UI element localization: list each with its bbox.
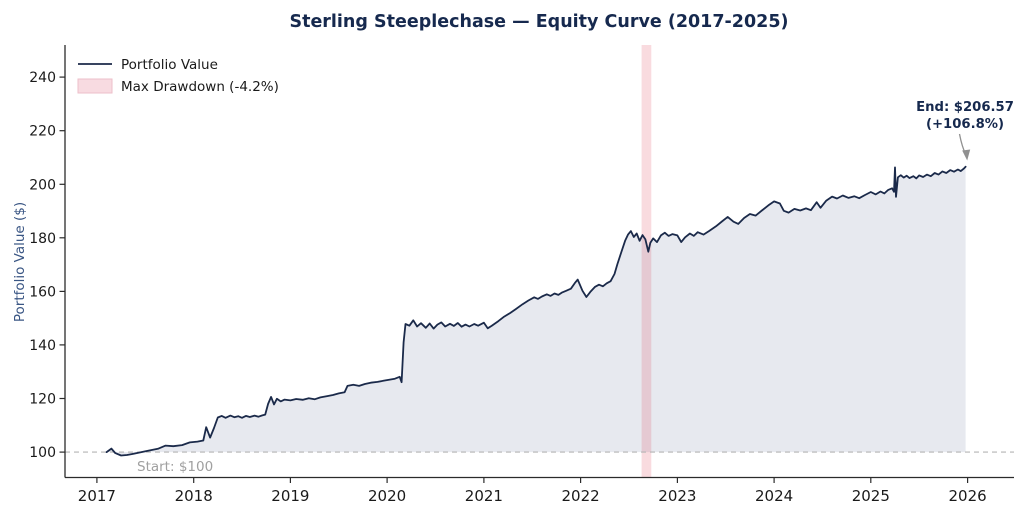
end-annotation: End: $206.57 (+106.8%) xyxy=(916,100,1014,161)
y-tick-label: 220 xyxy=(29,124,56,140)
max-drawdown-band xyxy=(641,45,652,478)
end-annotation-value: End: $206.57 xyxy=(916,100,1014,115)
x-tick-label: 2021 xyxy=(465,487,503,505)
x-tick-label: 2020 xyxy=(368,487,406,505)
annotation-arrowhead xyxy=(962,149,971,161)
x-tick-label: 2026 xyxy=(949,487,987,505)
end-annotation-return: (+106.8%) xyxy=(926,117,1004,132)
x-tick-label: 2017 xyxy=(78,487,116,505)
x-tick-label: 2019 xyxy=(271,487,309,505)
start-value-label: Start: $100 xyxy=(137,459,213,475)
legend-label-drawdown: Max Drawdown (-4.2%) xyxy=(121,79,279,95)
y-tick-label: 200 xyxy=(29,177,56,193)
x-tick-label: 2023 xyxy=(658,487,696,505)
x-tick-label: 2024 xyxy=(755,487,793,505)
y-tick-label: 120 xyxy=(29,392,56,408)
y-tick-label: 160 xyxy=(29,284,56,300)
y-axis-label: Portfolio Value ($) xyxy=(12,202,28,322)
chart-title: Sterling Steeplechase — Equity Curve (20… xyxy=(289,12,788,32)
legend: Portfolio Value Max Drawdown (-4.2%) xyxy=(77,57,279,95)
portfolio-area-fill xyxy=(106,166,966,456)
y-tick-label: 180 xyxy=(29,231,56,247)
y-tick-label: 140 xyxy=(29,338,56,354)
x-tick-label: 2022 xyxy=(562,487,600,505)
legend-label-portfolio: Portfolio Value xyxy=(121,57,218,73)
portfolio-value-line xyxy=(105,165,967,457)
drawdown-band-swatch xyxy=(77,78,113,94)
plot-area: 2017 2018 2019 2020 2021 2022 2023 2024 2025 2026… xyxy=(29,45,1014,505)
x-tick-label: 2025 xyxy=(852,487,890,505)
x-tick-label: 2018 xyxy=(175,487,213,505)
y-tick-label: 240 xyxy=(29,70,56,86)
y-tick-label: 100 xyxy=(29,445,56,461)
